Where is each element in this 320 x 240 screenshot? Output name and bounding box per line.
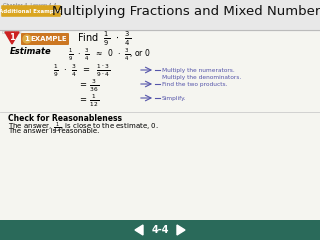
Text: 1: 1 bbox=[9, 32, 15, 42]
Text: Simplify.: Simplify. bbox=[162, 96, 187, 101]
FancyBboxPatch shape bbox=[1, 5, 61, 17]
Text: Multiplying Fractions and Mixed Numbers: Multiplying Fractions and Mixed Numbers bbox=[52, 5, 320, 18]
Text: The answer is reasonable.: The answer is reasonable. bbox=[8, 128, 100, 134]
Polygon shape bbox=[177, 225, 185, 235]
Text: $\frac{1}{9}$  $\cdot$  $\frac{3}{4}$  $\approx$  $0$  $\cdot$  $\frac{3}{4}$, o: $\frac{1}{9}$ $\cdot$ $\frac{3}{4}$ $\ap… bbox=[68, 47, 151, 63]
Text: 4-4: 4-4 bbox=[151, 225, 169, 235]
Text: $= \, \frac{3}{36}$: $= \, \frac{3}{36}$ bbox=[78, 78, 99, 94]
Text: $= \, \frac{1}{12}$: $= \, \frac{1}{12}$ bbox=[78, 93, 99, 109]
Text: Estimate: Estimate bbox=[10, 47, 52, 56]
Text: Multiply the numerators.
Multiply the denominators.: Multiply the numerators. Multiply the de… bbox=[162, 68, 241, 80]
Text: Check for Reasonableness: Check for Reasonableness bbox=[8, 114, 122, 123]
Text: Chapter 4  Lesson 4-4: Chapter 4 Lesson 4-4 bbox=[3, 3, 57, 8]
Text: EXAMPLE: EXAMPLE bbox=[31, 36, 67, 42]
Circle shape bbox=[23, 35, 31, 43]
Text: $\frac{1}{9}$  $\cdot$  $\frac{3}{4}$  $=$  $\frac{1 \cdot 3}{9 \cdot 4}$: $\frac{1}{9}$ $\cdot$ $\frac{3}{4}$ $=$ … bbox=[53, 63, 110, 79]
Text: The answer, $\frac{1}{12}$, is close to the estimate, 0.: The answer, $\frac{1}{12}$, is close to … bbox=[8, 121, 159, 135]
Bar bbox=[0, 0, 320, 30]
FancyBboxPatch shape bbox=[21, 33, 69, 45]
Polygon shape bbox=[135, 225, 143, 235]
Text: Find  $\frac{1}{9}$  $\cdot$  $\frac{3}{4}$: Find $\frac{1}{9}$ $\cdot$ $\frac{3}{4}$ bbox=[77, 30, 131, 48]
Text: 1: 1 bbox=[25, 36, 29, 42]
Bar bbox=[0, 220, 320, 240]
Text: OBJECTIVE: OBJECTIVE bbox=[2, 31, 22, 35]
Text: Additional Examples: Additional Examples bbox=[0, 8, 63, 13]
Text: Find the two products.: Find the two products. bbox=[162, 82, 228, 87]
Polygon shape bbox=[5, 32, 19, 44]
